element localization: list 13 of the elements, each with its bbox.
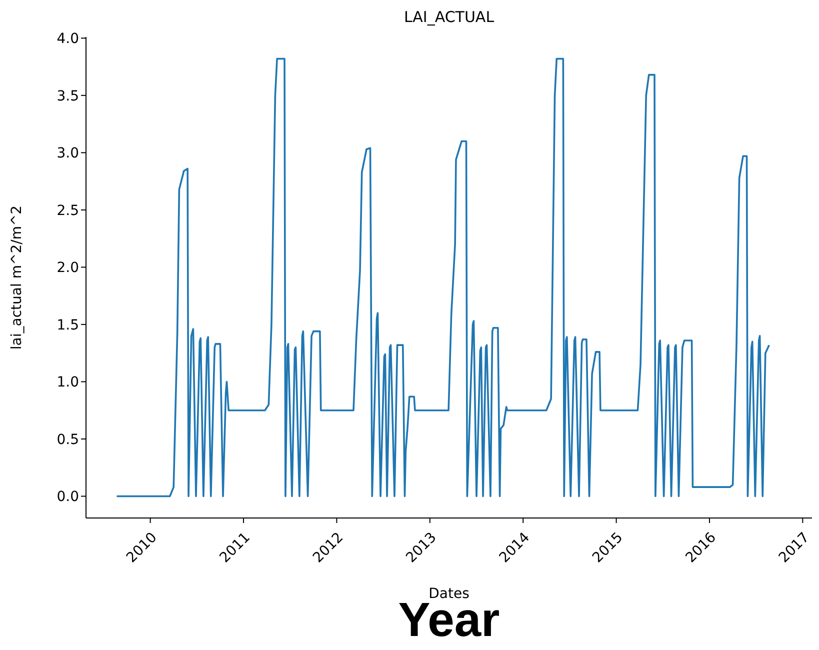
y-tick-label: 1.5 [56,317,79,334]
line-series [116,58,770,498]
y-tick-label: 1.0 [56,374,79,391]
chart-title: LAI_ACTUAL [402,8,496,26]
y-tick-label: 3.5 [56,88,79,104]
y-tick-label: 4.0 [56,31,79,48]
y-tick-label: 2.5 [56,202,79,219]
y-tick-label: 3.0 [56,146,79,162]
y-axis-title: lai_actual m^2/m^2 [8,205,25,350]
x-axis-title: Dates [428,586,470,602]
y-tick-label: 0.0 [56,489,79,506]
y-tick-label: 2.0 [56,260,79,276]
y-tick-label: 0.5 [56,432,79,448]
